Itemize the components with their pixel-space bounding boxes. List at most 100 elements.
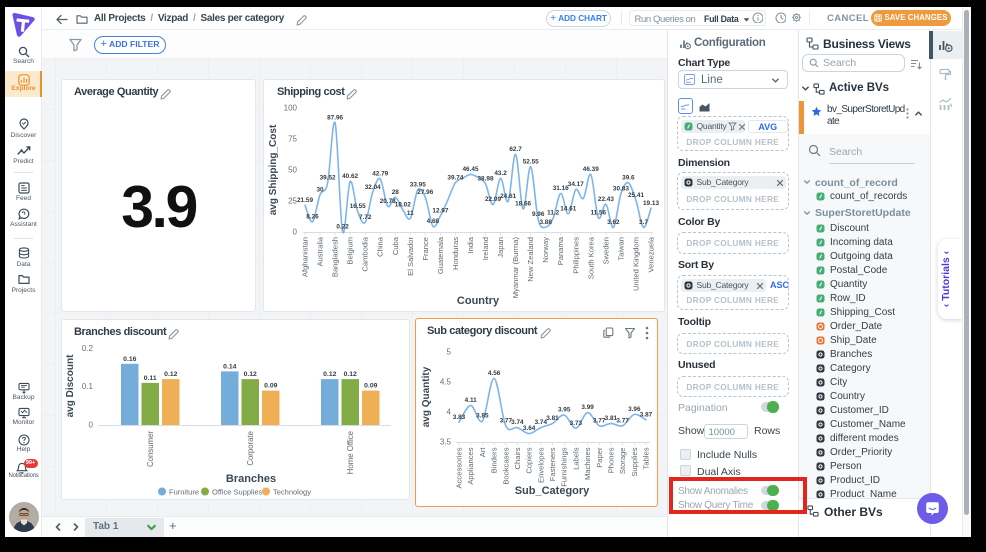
svg-text:32.04: 32.04 bbox=[365, 184, 381, 191]
svg-text:0.09: 0.09 bbox=[364, 383, 377, 390]
svg-text:25: 25 bbox=[288, 197, 297, 206]
svg-text:Consumer: Consumer bbox=[146, 431, 155, 467]
svg-text:16.55: 16.55 bbox=[350, 203, 366, 210]
svg-text:0.2: 0.2 bbox=[82, 344, 94, 353]
svg-text:3.95: 3.95 bbox=[558, 407, 571, 414]
svg-text:3.74: 3.74 bbox=[535, 419, 548, 426]
svg-text:Taiwan: Taiwan bbox=[616, 237, 625, 261]
svg-text:Supplies: Supplies bbox=[630, 447, 639, 476]
svg-text:50: 50 bbox=[288, 166, 297, 175]
svg-text:Japan: Japan bbox=[496, 237, 505, 258]
svg-text:18.66: 18.66 bbox=[515, 201, 531, 208]
svg-text:Australia: Australia bbox=[316, 236, 325, 266]
svg-text:3.5: 3.5 bbox=[440, 438, 452, 447]
svg-text:Honduras: Honduras bbox=[451, 237, 460, 270]
svg-text:3.64: 3.64 bbox=[523, 425, 536, 432]
svg-text:39.52: 39.52 bbox=[320, 175, 336, 182]
svg-text:0.12: 0.12 bbox=[344, 371, 357, 378]
svg-text:33.95: 33.95 bbox=[410, 182, 426, 189]
svg-text:3.62: 3.62 bbox=[607, 219, 620, 226]
svg-text:Cambodia: Cambodia bbox=[361, 236, 370, 271]
svg-text:3.74: 3.74 bbox=[511, 419, 524, 426]
svg-text:39.74: 39.74 bbox=[447, 174, 463, 181]
svg-text:Storage: Storage bbox=[618, 448, 627, 475]
svg-text:Tables: Tables bbox=[642, 447, 651, 469]
svg-text:11.2: 11.2 bbox=[547, 210, 560, 217]
svg-text:0.14: 0.14 bbox=[223, 363, 236, 370]
svg-text:28: 28 bbox=[392, 189, 400, 196]
svg-text:Sweden: Sweden bbox=[601, 237, 610, 264]
svg-text:Technology: Technology bbox=[273, 488, 311, 497]
svg-text:19.13: 19.13 bbox=[643, 200, 659, 207]
svg-text:34.17: 34.17 bbox=[568, 181, 584, 188]
svg-text:China: China bbox=[376, 236, 385, 257]
svg-text:Art: Art bbox=[478, 447, 487, 458]
svg-text:Furnishings: Furnishings bbox=[560, 447, 569, 486]
svg-text:Home Office: Home Office bbox=[346, 431, 355, 474]
svg-text:0: 0 bbox=[89, 421, 94, 430]
svg-text:Envelopes: Envelopes bbox=[536, 447, 545, 483]
svg-text:21.59: 21.59 bbox=[297, 197, 313, 204]
svg-text:Cuba: Cuba bbox=[391, 236, 400, 255]
svg-text:62.7: 62.7 bbox=[509, 146, 522, 153]
svg-text:avg Shipping_Cost: avg Shipping_Cost bbox=[268, 124, 279, 215]
svg-text:El Salvador: El Salvador bbox=[406, 237, 415, 276]
svg-text:Machines: Machines bbox=[583, 447, 592, 480]
svg-text:Sub_Category: Sub_Category bbox=[515, 485, 590, 497]
svg-text:Chairs: Chairs bbox=[513, 447, 522, 469]
svg-text:43.2: 43.2 bbox=[494, 170, 507, 177]
svg-text:0.09: 0.09 bbox=[264, 383, 277, 390]
svg-text:3.88: 3.88 bbox=[539, 219, 552, 226]
svg-text:Myanmar (Burma): Myanmar (Burma) bbox=[511, 237, 520, 299]
svg-text:12.97: 12.97 bbox=[432, 208, 448, 215]
svg-text:Venezuela: Venezuela bbox=[647, 236, 656, 272]
svg-text:United Kingdom: United Kingdom bbox=[631, 237, 640, 291]
svg-text:46.45: 46.45 bbox=[463, 166, 479, 173]
svg-text:39.6: 39.6 bbox=[622, 175, 635, 182]
svg-text:3.73: 3.73 bbox=[570, 420, 583, 427]
svg-text:Copiers: Copiers bbox=[525, 447, 534, 473]
svg-text:30: 30 bbox=[316, 186, 324, 193]
svg-text:40.62: 40.62 bbox=[342, 173, 358, 180]
svg-text:5: 5 bbox=[447, 348, 452, 357]
svg-text:11.56: 11.56 bbox=[590, 209, 606, 216]
svg-text:Panama: Panama bbox=[556, 236, 565, 265]
svg-text:11: 11 bbox=[407, 210, 414, 217]
svg-text:3.87: 3.87 bbox=[640, 411, 653, 418]
svg-text:3.77: 3.77 bbox=[616, 417, 629, 424]
svg-text:3.96: 3.96 bbox=[628, 406, 641, 413]
svg-text:South Korea: South Korea bbox=[586, 236, 595, 279]
svg-text:0.16: 0.16 bbox=[123, 356, 136, 363]
svg-text:25.41: 25.41 bbox=[628, 192, 644, 199]
svg-text:87.96: 87.96 bbox=[327, 115, 343, 122]
svg-text:Ireland: Ireland bbox=[481, 237, 490, 260]
svg-text:3.77: 3.77 bbox=[593, 417, 606, 424]
svg-text:0.12: 0.12 bbox=[244, 371, 257, 378]
svg-text:Norway: Norway bbox=[541, 237, 550, 263]
svg-text:0.11: 0.11 bbox=[144, 375, 157, 382]
svg-text:Belgium: Belgium bbox=[346, 237, 355, 264]
svg-text:0: 0 bbox=[293, 228, 298, 237]
svg-text:20.78: 20.78 bbox=[380, 198, 396, 205]
svg-text:0.12: 0.12 bbox=[164, 371, 177, 378]
svg-text:Bangladesh: Bangladesh bbox=[331, 237, 340, 277]
svg-text:Corporate: Corporate bbox=[246, 431, 255, 466]
svg-text:100: 100 bbox=[284, 104, 298, 113]
svg-text:7.72: 7.72 bbox=[359, 214, 372, 221]
svg-text:30.83: 30.83 bbox=[613, 185, 629, 192]
svg-text:9.96: 9.96 bbox=[532, 211, 545, 218]
svg-text:Office Supplies: Office Supplies bbox=[212, 488, 263, 497]
svg-text:Paper: Paper bbox=[595, 447, 604, 468]
svg-text:52.55: 52.55 bbox=[523, 158, 539, 165]
svg-text:22.09: 22.09 bbox=[485, 196, 501, 203]
svg-text:4.5: 4.5 bbox=[440, 378, 452, 387]
svg-text:14.61: 14.61 bbox=[560, 206, 576, 213]
svg-text:8.26: 8.26 bbox=[306, 213, 319, 220]
svg-text:France: France bbox=[421, 237, 430, 261]
svg-text:3.99: 3.99 bbox=[581, 404, 594, 411]
svg-text:India: India bbox=[466, 236, 475, 253]
svg-text:3.85: 3.85 bbox=[476, 413, 489, 420]
svg-text:4.68: 4.68 bbox=[427, 218, 440, 225]
svg-text:Labels: Labels bbox=[571, 447, 580, 470]
svg-text:Branches: Branches bbox=[226, 473, 276, 485]
